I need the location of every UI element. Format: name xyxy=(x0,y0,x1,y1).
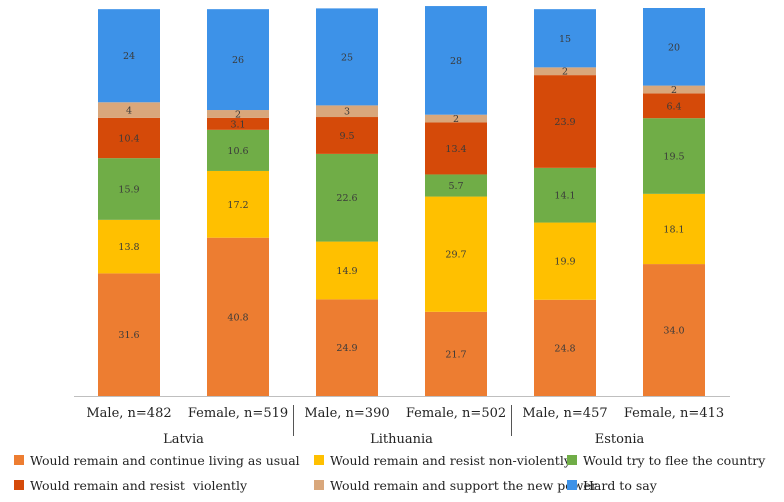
data-label: 17.2 xyxy=(227,200,248,211)
data-label: 4 xyxy=(126,106,132,117)
data-label: 18.1 xyxy=(663,224,684,235)
data-label: 10.4 xyxy=(118,133,139,144)
bar-segment xyxy=(425,122,487,175)
bar-segment xyxy=(643,118,705,194)
bar-segment xyxy=(534,222,596,300)
x-tick-label: Female, n=502 xyxy=(406,406,506,421)
data-label: 28 xyxy=(450,56,462,67)
bar-segment xyxy=(98,158,160,220)
bar-segment xyxy=(98,9,160,103)
legend-label: Would try to flee the country xyxy=(583,453,766,468)
data-label: 13.4 xyxy=(445,144,466,155)
bar-segment xyxy=(98,102,160,118)
bar-segment xyxy=(643,8,705,86)
legend-swatch xyxy=(14,455,24,465)
group-label: Estonia xyxy=(595,432,645,447)
data-label: 25 xyxy=(341,52,353,63)
data-label: 34.0 xyxy=(663,326,684,337)
data-label: 10.6 xyxy=(227,146,248,157)
bar-segment xyxy=(534,75,596,168)
data-label: 2 xyxy=(562,67,568,78)
bar-segment xyxy=(534,67,596,76)
bar-segment xyxy=(207,110,269,118)
group-label: Latvia xyxy=(163,432,204,447)
group-label: Lithuania xyxy=(370,432,433,447)
x-tick-label: Female, n=413 xyxy=(624,406,724,421)
bar-segment xyxy=(643,264,705,396)
data-label: 13.8 xyxy=(118,242,139,253)
data-label: 23.9 xyxy=(554,117,575,128)
bar-segment xyxy=(316,241,378,300)
legend-label: Would remain and continue living as usua… xyxy=(30,453,300,468)
legend-swatch xyxy=(567,480,577,490)
data-label: 14.9 xyxy=(336,266,357,277)
bar-segment xyxy=(207,170,269,238)
bar-segment xyxy=(316,8,378,106)
data-label: 15.9 xyxy=(118,185,139,196)
x-tick-label: Male, n=482 xyxy=(86,406,171,421)
bar-segment xyxy=(643,85,705,94)
x-tick-label: Male, n=457 xyxy=(522,406,607,421)
legend-label: Would remain and resist non-violently xyxy=(330,453,572,468)
data-label: 3.1 xyxy=(230,119,245,130)
data-label: 2 xyxy=(671,85,677,96)
bar-segment xyxy=(425,114,487,123)
data-label: 21.7 xyxy=(445,349,466,360)
bar-segment xyxy=(643,193,705,265)
data-label: 14.1 xyxy=(554,191,575,202)
bar-segment xyxy=(316,153,378,242)
legend-swatch xyxy=(14,480,24,490)
data-label: 24.9 xyxy=(336,343,357,354)
legend-label: Would remain and support the new power xyxy=(330,478,597,493)
bar-segment xyxy=(534,299,596,396)
data-label: 22.6 xyxy=(336,193,357,204)
legend-swatch xyxy=(314,455,324,465)
data-label: 9.5 xyxy=(339,131,354,142)
bar-segment xyxy=(207,237,269,396)
bar-segment xyxy=(643,93,705,119)
bar-segment xyxy=(425,196,487,312)
bar-segment xyxy=(98,219,160,274)
bar-segment xyxy=(98,273,160,396)
data-label: 19.9 xyxy=(554,257,575,268)
bar-segment xyxy=(425,174,487,197)
bar-segment xyxy=(425,6,487,115)
data-label: 26 xyxy=(232,55,244,66)
data-label: 20 xyxy=(668,42,680,53)
legend-label: Would remain and resist violently xyxy=(30,478,248,493)
bar-segment xyxy=(534,9,596,68)
data-label: 2 xyxy=(453,114,459,125)
data-label: 15 xyxy=(559,34,571,45)
legend-label: Hard to say xyxy=(583,478,658,493)
x-tick-label: Female, n=519 xyxy=(188,406,288,421)
bar-segment xyxy=(425,311,487,396)
data-label: 2 xyxy=(235,109,241,120)
legend-swatch xyxy=(314,480,324,490)
data-label: 40.8 xyxy=(227,312,248,323)
bar-segment xyxy=(207,9,269,111)
data-label: 5.7 xyxy=(448,181,463,192)
bar-segment xyxy=(316,299,378,396)
bar-segment xyxy=(207,129,269,171)
legend-swatch xyxy=(567,455,577,465)
data-label: 3 xyxy=(344,107,350,118)
bar-segment xyxy=(316,117,378,154)
data-label: 31.6 xyxy=(118,330,139,341)
bar-segment xyxy=(98,117,160,159)
bar-segment xyxy=(207,117,269,130)
data-label: 29.7 xyxy=(445,250,466,261)
data-label: 6.4 xyxy=(666,101,681,112)
bar-segment xyxy=(316,105,378,118)
data-label: 24 xyxy=(123,51,135,62)
data-label: 19.5 xyxy=(663,152,684,163)
data-label: 24.8 xyxy=(554,343,575,354)
bar-segment xyxy=(534,167,596,223)
x-tick-label: Male, n=390 xyxy=(304,406,389,421)
